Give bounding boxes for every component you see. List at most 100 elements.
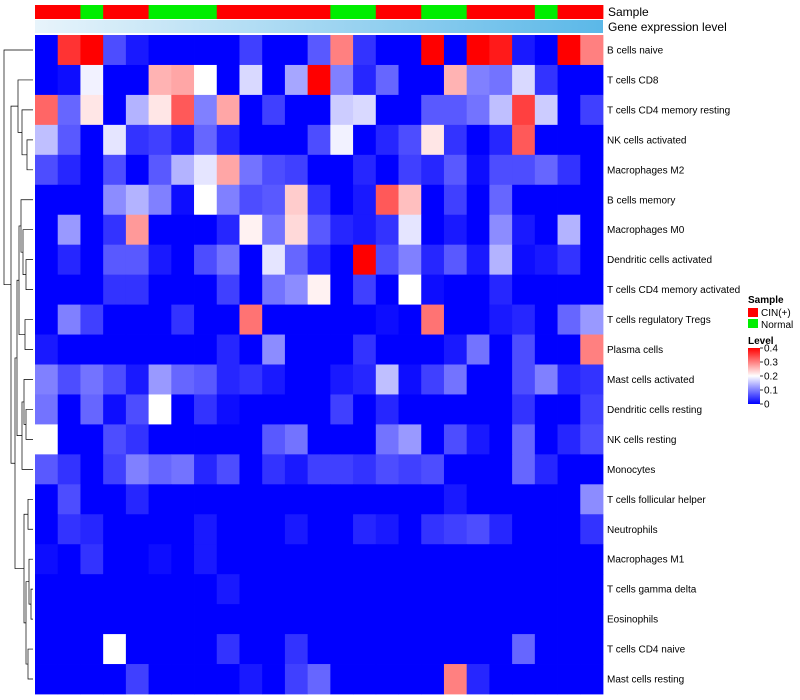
- heatmap-cell: [353, 664, 377, 695]
- heatmap-cell: [580, 424, 604, 455]
- heatmap-cell: [580, 334, 604, 365]
- heatmap-cell: [35, 35, 59, 66]
- heatmap-cell: [148, 604, 172, 635]
- heatmap-cell: [580, 454, 604, 485]
- heatmap-cell: [307, 424, 331, 455]
- sample-annotation-cell: [307, 5, 331, 19]
- heatmap-cell: [57, 634, 81, 665]
- heatmap-cell: [171, 184, 195, 216]
- heatmap-cell: [148, 334, 172, 365]
- heatmap-cell: [80, 424, 104, 455]
- heatmap-cell: [534, 274, 558, 305]
- heatmap-cell: [353, 214, 377, 246]
- heatmap-cell: [353, 244, 377, 276]
- heatmap-cell: [489, 274, 513, 305]
- heatmap-cell: [262, 304, 286, 335]
- heatmap-cell: [489, 424, 513, 455]
- dendrogram-branch: [27, 498, 33, 530]
- row-label: T cells follicular helper: [607, 495, 706, 506]
- heatmap-cell: [284, 634, 309, 665]
- heatmap-cell: [262, 574, 286, 605]
- heatmap-cell: [557, 244, 581, 276]
- heatmap-cell: [284, 394, 309, 425]
- heatmap-cell: [330, 154, 354, 186]
- heatmap-cell: [307, 454, 331, 485]
- heatmap-cell: [421, 94, 445, 126]
- row-label: T cells CD4 naive: [607, 645, 686, 656]
- heatmap-cell: [125, 274, 149, 305]
- heatmap-cell: [216, 514, 240, 545]
- heatmap-cell: [57, 274, 81, 305]
- heatmap-cell: [171, 244, 195, 276]
- heatmap-cell: [103, 664, 127, 695]
- heatmap-cell: [103, 154, 127, 186]
- heatmap-cell: [148, 64, 172, 96]
- heatmap-cell: [35, 454, 59, 485]
- heatmap-cell: [421, 394, 445, 425]
- heatmap-cell: [512, 274, 536, 305]
- heatmap-cell: [239, 334, 263, 365]
- heatmap-cell: [557, 64, 581, 96]
- heatmap-cell: [512, 154, 536, 186]
- heatmap-cell: [512, 454, 536, 485]
- heatmap-cell: [330, 454, 354, 485]
- heatmap-cell: [375, 35, 399, 66]
- heatmap-cell: [125, 454, 149, 485]
- heatmap-cell: [512, 514, 536, 545]
- heatmap-cell: [103, 394, 127, 425]
- heatmap-cell: [148, 454, 172, 485]
- heatmap-cell: [489, 664, 513, 695]
- dendrogram-branch: [26, 139, 33, 171]
- heatmap-cell: [375, 604, 399, 635]
- row-label: Mast cells resting: [607, 675, 684, 686]
- heatmap-cell: [125, 544, 149, 575]
- heatmap-cell: [466, 274, 490, 305]
- heatmap-cell: [239, 424, 263, 455]
- heatmap-cell: [307, 484, 331, 515]
- heatmap-cell: [443, 154, 468, 186]
- heatmap-cell: [353, 604, 377, 635]
- row-label: Mast cells activated: [607, 375, 694, 386]
- heatmap-cell: [466, 514, 490, 545]
- heatmap-cell: [80, 394, 104, 425]
- heatmap-cell: [375, 154, 399, 186]
- heatmap-cell: [284, 544, 309, 575]
- heatmap-cell: [148, 664, 172, 695]
- heatmap-cell: [580, 544, 604, 575]
- heatmap-cell: [534, 244, 558, 276]
- heatmap-cell: [466, 184, 490, 216]
- heatmap-cell: [194, 664, 218, 695]
- heatmap-cell: [330, 274, 354, 305]
- heatmap-cell: [489, 64, 513, 96]
- level-tick-label: 0.3: [764, 358, 778, 369]
- heatmap-cell: [534, 424, 558, 455]
- heatmap-cell: [125, 35, 149, 66]
- heatmap-cell: [353, 424, 377, 455]
- heatmap-cell: [194, 424, 218, 455]
- heatmap-cell: [262, 334, 286, 365]
- heatmap-cell: [239, 574, 263, 605]
- heatmap-cell: [284, 364, 309, 395]
- heatmap-cell: [148, 484, 172, 515]
- heatmap-cell: [512, 244, 536, 276]
- heatmap-cell: [216, 304, 240, 335]
- heatmap-cell: [353, 154, 377, 186]
- annotation-labels: Sample Gene expression level: [608, 5, 727, 34]
- heatmap-cell: [148, 94, 172, 126]
- legend-level-ticks: 0.4 0.3 0.2 0.1 0: [760, 344, 778, 411]
- dendrogram-branch: [25, 259, 33, 290]
- heatmap-cell: [375, 634, 399, 665]
- heatmap-cell: [284, 604, 309, 635]
- heatmap-cell: [375, 454, 399, 485]
- heatmap-cell: [171, 544, 195, 575]
- heatmap-cell: [103, 334, 127, 365]
- heatmap-cell: [466, 304, 490, 335]
- heatmap-cell: [534, 664, 558, 695]
- heatmap-cell: [375, 484, 399, 515]
- heatmap-cell: [57, 664, 81, 695]
- heatmap-cell: [57, 454, 81, 485]
- heatmap-cell: [534, 94, 558, 126]
- heatmap-cell: [57, 424, 81, 455]
- heatmap-cell: [148, 214, 172, 246]
- heatmap-cell: [307, 154, 331, 186]
